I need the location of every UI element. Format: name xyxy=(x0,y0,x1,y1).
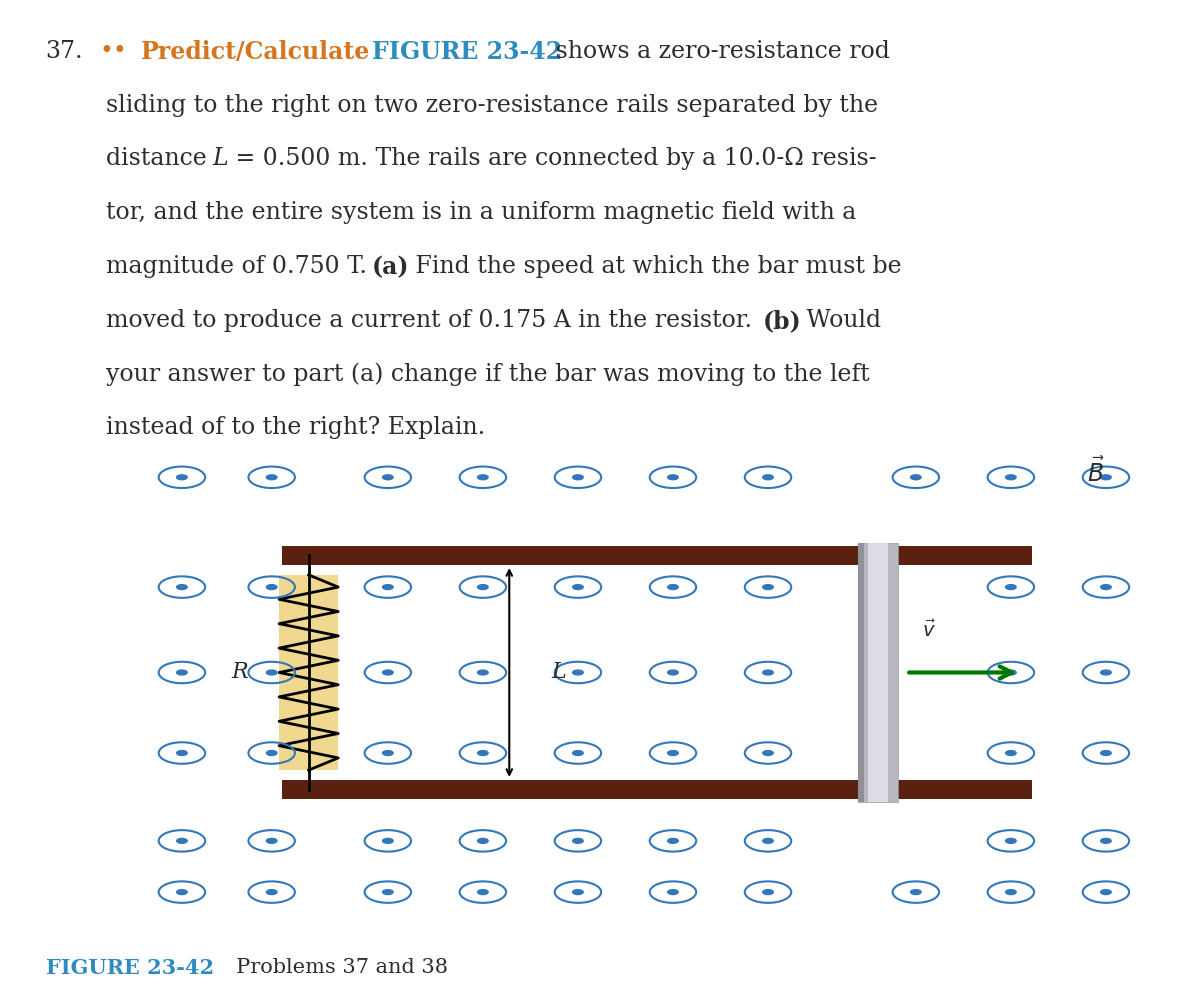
Circle shape xyxy=(478,475,488,480)
Bar xyxy=(858,543,898,802)
Circle shape xyxy=(667,751,678,755)
Text: Predict/Calculate: Predict/Calculate xyxy=(140,40,370,64)
Circle shape xyxy=(383,670,394,675)
Text: (b): (b) xyxy=(763,309,802,333)
Circle shape xyxy=(1006,751,1016,755)
Text: Find the speed at which the bar must be: Find the speed at which the bar must be xyxy=(408,255,901,278)
Circle shape xyxy=(667,839,678,844)
Circle shape xyxy=(1006,839,1016,844)
Text: Problems 37 and 38: Problems 37 and 38 xyxy=(223,958,449,977)
Circle shape xyxy=(763,475,773,480)
Circle shape xyxy=(266,670,277,675)
Circle shape xyxy=(911,889,922,894)
Circle shape xyxy=(383,751,394,755)
Circle shape xyxy=(176,585,187,590)
Circle shape xyxy=(266,585,277,590)
Text: magnitude of 0.750 T.: magnitude of 0.750 T. xyxy=(106,255,374,278)
Text: = 0.500 m. The rails are connected by a 10.0-Ω resis-: = 0.500 m. The rails are connected by a … xyxy=(228,147,877,170)
Circle shape xyxy=(478,889,488,894)
Bar xyxy=(858,543,864,802)
Circle shape xyxy=(572,751,583,755)
Circle shape xyxy=(383,889,394,894)
Circle shape xyxy=(176,751,187,755)
Circle shape xyxy=(383,585,394,590)
Circle shape xyxy=(572,839,583,844)
Circle shape xyxy=(1100,670,1111,675)
Text: $\vec{B}$: $\vec{B}$ xyxy=(1086,457,1104,487)
Circle shape xyxy=(1100,475,1111,480)
Bar xyxy=(282,780,1032,799)
Circle shape xyxy=(911,475,922,480)
Circle shape xyxy=(266,751,277,755)
Circle shape xyxy=(478,751,488,755)
Text: FIGURE 23-42: FIGURE 23-42 xyxy=(372,40,563,64)
Circle shape xyxy=(266,839,277,844)
Circle shape xyxy=(266,889,277,894)
Circle shape xyxy=(1100,585,1111,590)
Circle shape xyxy=(1100,839,1111,844)
Text: FIGURE 23-42: FIGURE 23-42 xyxy=(46,958,214,978)
Text: your answer to part (a) change if the bar was moving to the left: your answer to part (a) change if the ba… xyxy=(106,363,869,386)
Bar xyxy=(280,575,338,770)
Circle shape xyxy=(478,585,488,590)
Circle shape xyxy=(667,585,678,590)
Circle shape xyxy=(572,670,583,675)
Circle shape xyxy=(1006,670,1016,675)
Circle shape xyxy=(1006,475,1016,480)
Text: moved to produce a current of 0.175 A in the resistor.: moved to produce a current of 0.175 A in… xyxy=(106,309,760,332)
Circle shape xyxy=(1006,585,1016,590)
Text: instead of to the right? Explain.: instead of to the right? Explain. xyxy=(106,416,485,439)
Circle shape xyxy=(763,751,773,755)
Circle shape xyxy=(763,889,773,894)
Circle shape xyxy=(478,839,488,844)
Text: Would: Would xyxy=(799,309,881,332)
Circle shape xyxy=(572,475,583,480)
Circle shape xyxy=(1100,889,1111,894)
Circle shape xyxy=(1006,889,1016,894)
Circle shape xyxy=(667,889,678,894)
Bar xyxy=(282,546,1032,565)
Circle shape xyxy=(176,475,187,480)
Circle shape xyxy=(667,670,678,675)
Text: shows a zero-resistance rod: shows a zero-resistance rod xyxy=(548,40,890,63)
Text: 37.: 37. xyxy=(46,40,83,63)
Circle shape xyxy=(763,839,773,844)
Circle shape xyxy=(478,670,488,675)
Text: L: L xyxy=(212,147,228,170)
Circle shape xyxy=(176,839,187,844)
Text: ••: •• xyxy=(100,40,127,63)
Text: $\vec{v}$: $\vec{v}$ xyxy=(922,620,936,640)
Circle shape xyxy=(383,839,394,844)
Circle shape xyxy=(176,889,187,894)
Text: sliding to the right on two zero-resistance rails separated by the: sliding to the right on two zero-resista… xyxy=(106,94,877,117)
Circle shape xyxy=(383,475,394,480)
Circle shape xyxy=(266,475,277,480)
Text: tor, and the entire system is in a uniform magnetic field with a: tor, and the entire system is in a unifo… xyxy=(106,201,856,224)
Text: (a): (a) xyxy=(372,255,409,279)
Circle shape xyxy=(572,585,583,590)
Bar xyxy=(868,543,888,802)
Circle shape xyxy=(1100,751,1111,755)
Text: L: L xyxy=(552,661,566,683)
Circle shape xyxy=(763,670,773,675)
Circle shape xyxy=(763,585,773,590)
Circle shape xyxy=(176,670,187,675)
Circle shape xyxy=(572,889,583,894)
Text: distance: distance xyxy=(106,147,214,170)
Circle shape xyxy=(667,475,678,480)
Text: R: R xyxy=(232,661,248,683)
